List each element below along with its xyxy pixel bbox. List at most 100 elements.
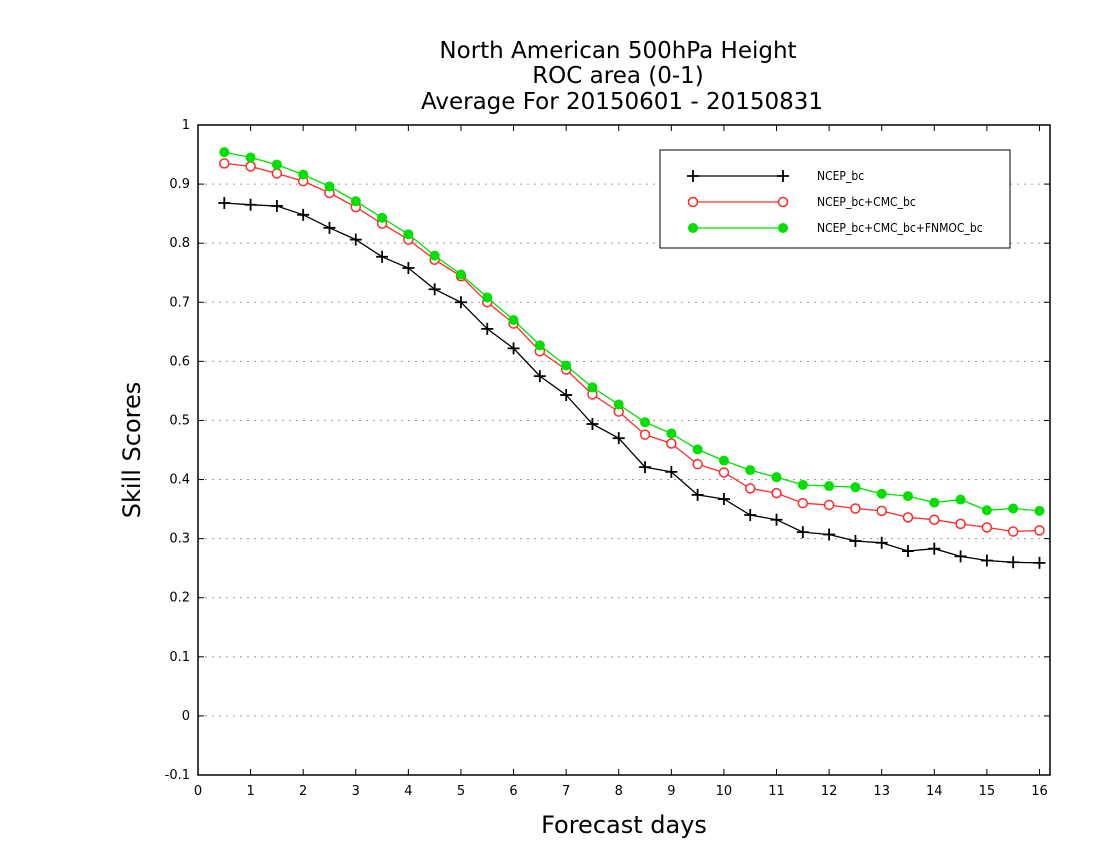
data-point <box>902 512 914 523</box>
series-1 <box>218 197 1046 569</box>
data-point <box>1034 525 1045 536</box>
legend-marker <box>778 223 788 233</box>
x-axis-label: Forecast days <box>541 811 707 839</box>
data-point <box>561 360 572 371</box>
x-tick-label: 4 <box>404 784 412 799</box>
x-tick-label: 0 <box>194 784 202 799</box>
x-tick-label: 12 <box>821 784 838 799</box>
legend-item: NCEP_bc+CMC_bc <box>687 195 916 209</box>
data-point <box>402 262 415 274</box>
data-point <box>323 221 336 234</box>
data-point <box>271 159 282 170</box>
data-point <box>744 509 757 521</box>
data-point <box>270 199 283 212</box>
y-tick-label: 0.4 <box>169 473 190 488</box>
legend: NCEP_bc NCEP_bc+CMC_bc NCEP_bc+CMC_bc+FNMO… <box>659 149 1011 249</box>
data-point <box>903 491 913 502</box>
y-tick-label: 0.3 <box>169 532 190 547</box>
data-point <box>796 526 809 539</box>
data-point <box>560 389 573 402</box>
data-point <box>612 432 625 445</box>
data-point <box>823 528 836 541</box>
axis-ticks: -0.100.10.20.30.40.50.60.70.80.910 1 2 3 4 5 6… <box>165 118 1050 799</box>
data-point <box>666 438 677 449</box>
data-point <box>639 461 652 474</box>
data-point <box>324 181 335 192</box>
x-tick-label: 8 <box>615 784 623 799</box>
y-tick-label: 0.7 <box>169 295 190 310</box>
data-point <box>639 429 651 440</box>
data-point <box>980 554 993 567</box>
x-tick-label: 13 <box>873 784 890 799</box>
data-point <box>718 467 730 478</box>
data-point <box>823 499 835 511</box>
data-point <box>876 505 887 517</box>
legend-marker <box>777 170 789 182</box>
x-tick-label: 2 <box>299 784 307 799</box>
data-point <box>954 550 967 563</box>
x-tick-label: 16 <box>1031 784 1048 799</box>
data-point <box>1008 503 1019 514</box>
data-point <box>297 208 310 221</box>
legend-marker <box>688 223 698 233</box>
data-point <box>454 296 467 309</box>
y-tick-label: 0 <box>182 709 190 724</box>
x-tick-label: 6 <box>509 784 517 799</box>
data-point <box>245 152 256 163</box>
y-tick-label: 0.6 <box>169 354 190 369</box>
legend-item: NCEP_bc+CMC_bc+FNMOC_bc <box>688 221 983 235</box>
chart-title-line-1: North American 500hPa Height <box>439 38 796 64</box>
legend-label: NCEP_bc+CMC_bc <box>817 195 916 209</box>
data-point <box>771 487 782 499</box>
data-point <box>1007 556 1020 569</box>
series-3 <box>219 147 1045 516</box>
data-point <box>955 494 966 505</box>
x-tick-label: 9 <box>667 784 675 799</box>
data-point <box>298 169 309 180</box>
y-tick-label: -0.1 <box>165 768 190 783</box>
data-point <box>533 370 546 383</box>
data-point <box>586 418 599 430</box>
data-point <box>219 147 230 158</box>
chart-title: North American 500hPa Height ROC area (0… <box>421 38 823 115</box>
data-point <box>955 518 966 530</box>
data-point <box>771 472 782 483</box>
data-point <box>534 340 545 351</box>
y-tick-label: 0.9 <box>169 177 190 192</box>
data-point <box>508 315 519 325</box>
legend-item: NCEP_bc <box>687 169 864 183</box>
data-point <box>692 444 703 455</box>
x-tick-label: 7 <box>562 784 570 799</box>
x-tick-label: 15 <box>979 784 996 799</box>
data-point <box>1034 505 1045 516</box>
y-axis-label: Skill Scores <box>118 382 146 519</box>
legend-marker <box>687 196 699 208</box>
data-point <box>875 536 888 549</box>
legend-label: NCEP_bc+CMC_bc+FNMOC_bc <box>817 221 983 235</box>
data-point <box>692 458 703 470</box>
series-line <box>224 202 1040 564</box>
data-point <box>717 493 730 506</box>
y-tick-label: 0.2 <box>169 591 190 606</box>
data-point <box>666 428 677 439</box>
data-point <box>613 399 624 410</box>
data-point <box>350 196 361 207</box>
data-point <box>455 269 466 280</box>
data-point <box>481 322 494 335</box>
data-series <box>218 147 1046 569</box>
grid-lines <box>198 183 1050 717</box>
legend-label: NCEP_bc <box>817 169 864 183</box>
data-point <box>377 212 388 223</box>
x-tick-label: 10 <box>716 784 733 799</box>
legend-marker <box>687 170 699 182</box>
data-point <box>797 479 808 490</box>
data-point <box>219 158 230 169</box>
y-tick-label: 0.1 <box>169 650 190 665</box>
data-point <box>745 465 756 476</box>
data-point <box>482 292 493 303</box>
data-point <box>587 382 598 393</box>
y-tick-label: 0.5 <box>169 413 190 428</box>
x-tick-label: 1 <box>246 784 254 799</box>
data-point <box>850 482 861 493</box>
